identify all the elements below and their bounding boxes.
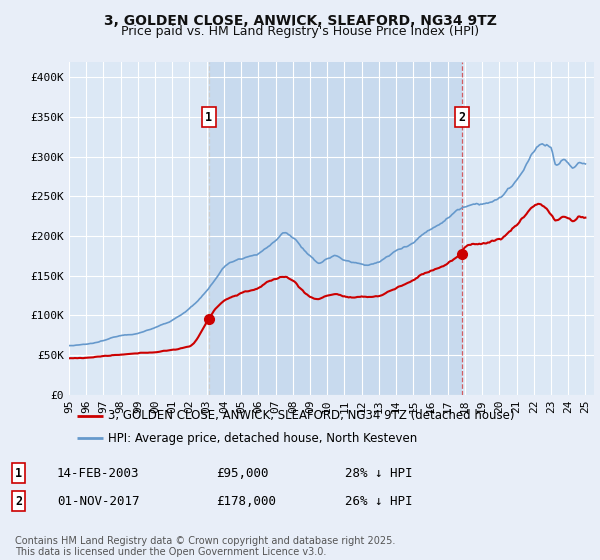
Text: 28% ↓ HPI: 28% ↓ HPI bbox=[345, 466, 413, 480]
Text: £95,000: £95,000 bbox=[216, 466, 269, 480]
Text: 2: 2 bbox=[15, 494, 22, 508]
Text: 2: 2 bbox=[458, 111, 466, 124]
Text: 3, GOLDEN CLOSE, ANWICK, SLEAFORD, NG34 9TZ: 3, GOLDEN CLOSE, ANWICK, SLEAFORD, NG34 … bbox=[104, 14, 496, 28]
Text: 14-FEB-2003: 14-FEB-2003 bbox=[57, 466, 139, 480]
Text: £178,000: £178,000 bbox=[216, 494, 276, 508]
Text: HPI: Average price, detached house, North Kesteven: HPI: Average price, detached house, Nort… bbox=[109, 432, 418, 445]
Text: 01-NOV-2017: 01-NOV-2017 bbox=[57, 494, 139, 508]
Text: Contains HM Land Registry data © Crown copyright and database right 2025.
This d: Contains HM Land Registry data © Crown c… bbox=[15, 535, 395, 557]
Text: 26% ↓ HPI: 26% ↓ HPI bbox=[345, 494, 413, 508]
Text: 1: 1 bbox=[15, 466, 22, 480]
Text: 3, GOLDEN CLOSE, ANWICK, SLEAFORD, NG34 9TZ (detached house): 3, GOLDEN CLOSE, ANWICK, SLEAFORD, NG34 … bbox=[109, 409, 515, 422]
Text: Price paid vs. HM Land Registry's House Price Index (HPI): Price paid vs. HM Land Registry's House … bbox=[121, 25, 479, 38]
Text: 1: 1 bbox=[205, 111, 212, 124]
Bar bbox=[209, 62, 462, 395]
